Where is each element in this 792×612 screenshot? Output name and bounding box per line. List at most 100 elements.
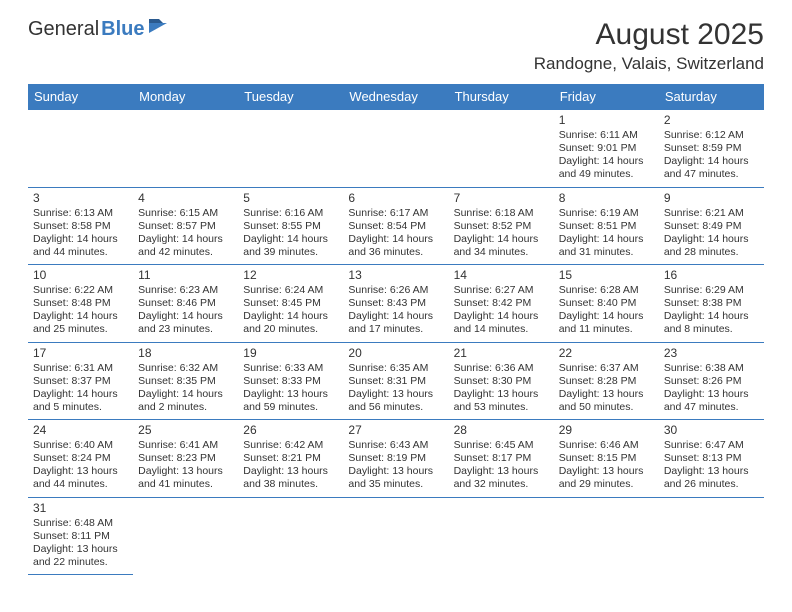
- day-info-line: Sunset: 8:55 PM: [243, 220, 338, 233]
- day-number: 27: [348, 423, 443, 438]
- day-number: 28: [454, 423, 549, 438]
- day-number: 21: [454, 346, 549, 361]
- calendar-cell: 14Sunrise: 6:27 AMSunset: 8:42 PMDayligh…: [449, 265, 554, 343]
- day-info-line: Daylight: 14 hours: [559, 155, 654, 168]
- day-number: 29: [559, 423, 654, 438]
- day-info-line: Daylight: 14 hours: [33, 233, 128, 246]
- calendar-cell: 24Sunrise: 6:40 AMSunset: 8:24 PMDayligh…: [28, 420, 133, 498]
- calendar-cell: [343, 497, 448, 575]
- calendar-cell: 7Sunrise: 6:18 AMSunset: 8:52 PMDaylight…: [449, 187, 554, 265]
- calendar-cell: 27Sunrise: 6:43 AMSunset: 8:19 PMDayligh…: [343, 420, 448, 498]
- day-number: 20: [348, 346, 443, 361]
- day-info-line: and 50 minutes.: [559, 401, 654, 414]
- day-number: 13: [348, 268, 443, 283]
- calendar-cell: [659, 497, 764, 575]
- day-info-line: Sunset: 8:46 PM: [138, 297, 233, 310]
- day-info-line: Sunrise: 6:18 AM: [454, 207, 549, 220]
- day-info-line: Daylight: 13 hours: [348, 388, 443, 401]
- day-info-line: Sunset: 8:37 PM: [33, 375, 128, 388]
- calendar-row: 24Sunrise: 6:40 AMSunset: 8:24 PMDayligh…: [28, 420, 764, 498]
- day-info-line: Sunrise: 6:45 AM: [454, 439, 549, 452]
- day-info-line: Sunset: 8:57 PM: [138, 220, 233, 233]
- day-number: 1: [559, 113, 654, 128]
- calendar-cell: 25Sunrise: 6:41 AMSunset: 8:23 PMDayligh…: [133, 420, 238, 498]
- calendar-cell: 10Sunrise: 6:22 AMSunset: 8:48 PMDayligh…: [28, 265, 133, 343]
- calendar-cell: 12Sunrise: 6:24 AMSunset: 8:45 PMDayligh…: [238, 265, 343, 343]
- page-root: GeneralBlue August 2025 Randogne, Valais…: [0, 0, 792, 593]
- day-info-line: and 29 minutes.: [559, 478, 654, 491]
- day-info-line: Sunset: 8:30 PM: [454, 375, 549, 388]
- day-number: 5: [243, 191, 338, 206]
- day-number: 30: [664, 423, 759, 438]
- day-info-line: Sunset: 8:23 PM: [138, 452, 233, 465]
- day-info-line: and 28 minutes.: [664, 246, 759, 259]
- day-info-line: and 44 minutes.: [33, 246, 128, 259]
- calendar-cell: [449, 497, 554, 575]
- day-number: 6: [348, 191, 443, 206]
- calendar-cell: 30Sunrise: 6:47 AMSunset: 8:13 PMDayligh…: [659, 420, 764, 498]
- day-info-line: and 47 minutes.: [664, 401, 759, 414]
- day-info-line: Daylight: 14 hours: [243, 233, 338, 246]
- day-info-line: Sunrise: 6:36 AM: [454, 362, 549, 375]
- day-info-line: and 5 minutes.: [33, 401, 128, 414]
- day-number: 24: [33, 423, 128, 438]
- day-info-line: Daylight: 14 hours: [33, 388, 128, 401]
- day-info-line: Sunrise: 6:37 AM: [559, 362, 654, 375]
- day-info-line: and 44 minutes.: [33, 478, 128, 491]
- day-info-line: Sunset: 9:01 PM: [559, 142, 654, 155]
- calendar-cell: 26Sunrise: 6:42 AMSunset: 8:21 PMDayligh…: [238, 420, 343, 498]
- day-info-line: Sunrise: 6:19 AM: [559, 207, 654, 220]
- day-info-line: and 49 minutes.: [559, 168, 654, 181]
- day-info-line: and 17 minutes.: [348, 323, 443, 336]
- day-number: 11: [138, 268, 233, 283]
- day-info-line: Sunrise: 6:27 AM: [454, 284, 549, 297]
- day-info-line: Daylight: 13 hours: [33, 543, 128, 556]
- calendar-cell: [133, 497, 238, 575]
- day-number: 19: [243, 346, 338, 361]
- day-info-line: Sunset: 8:17 PM: [454, 452, 549, 465]
- calendar-table: SundayMondayTuesdayWednesdayThursdayFrid…: [28, 84, 764, 575]
- day-info-line: Daylight: 14 hours: [348, 233, 443, 246]
- day-info-line: Sunset: 8:26 PM: [664, 375, 759, 388]
- day-info-line: Sunset: 8:49 PM: [664, 220, 759, 233]
- day-info-line: and 20 minutes.: [243, 323, 338, 336]
- day-info-line: Sunset: 8:33 PM: [243, 375, 338, 388]
- day-info-line: Sunset: 8:40 PM: [559, 297, 654, 310]
- day-number: 2: [664, 113, 759, 128]
- calendar-cell: 28Sunrise: 6:45 AMSunset: 8:17 PMDayligh…: [449, 420, 554, 498]
- day-info-line: Daylight: 14 hours: [664, 310, 759, 323]
- day-info-line: Sunrise: 6:15 AM: [138, 207, 233, 220]
- day-info-line: Daylight: 14 hours: [243, 310, 338, 323]
- day-info-line: and 23 minutes.: [138, 323, 233, 336]
- day-number: 17: [33, 346, 128, 361]
- calendar-cell: 18Sunrise: 6:32 AMSunset: 8:35 PMDayligh…: [133, 342, 238, 420]
- calendar-cell: 9Sunrise: 6:21 AMSunset: 8:49 PMDaylight…: [659, 187, 764, 265]
- calendar-cell: 6Sunrise: 6:17 AMSunset: 8:54 PMDaylight…: [343, 187, 448, 265]
- day-info-line: and 14 minutes.: [454, 323, 549, 336]
- day-info-line: Sunrise: 6:42 AM: [243, 439, 338, 452]
- calendar-cell: [449, 110, 554, 188]
- day-info-line: Daylight: 13 hours: [454, 465, 549, 478]
- day-number: 3: [33, 191, 128, 206]
- day-info-line: Daylight: 13 hours: [454, 388, 549, 401]
- day-info-line: Sunrise: 6:43 AM: [348, 439, 443, 452]
- day-info-line: Sunrise: 6:16 AM: [243, 207, 338, 220]
- day-info-line: and 22 minutes.: [33, 556, 128, 569]
- day-info-line: and 26 minutes.: [664, 478, 759, 491]
- day-number: 16: [664, 268, 759, 283]
- day-info-line: and 8 minutes.: [664, 323, 759, 336]
- calendar-cell: 17Sunrise: 6:31 AMSunset: 8:37 PMDayligh…: [28, 342, 133, 420]
- day-info-line: Sunrise: 6:47 AM: [664, 439, 759, 452]
- calendar-cell: 15Sunrise: 6:28 AMSunset: 8:40 PMDayligh…: [554, 265, 659, 343]
- day-info-line: Sunrise: 6:46 AM: [559, 439, 654, 452]
- day-info-line: and 47 minutes.: [664, 168, 759, 181]
- day-info-line: Sunrise: 6:11 AM: [559, 129, 654, 142]
- calendar-cell: [554, 497, 659, 575]
- day-number: 10: [33, 268, 128, 283]
- day-info-line: Sunrise: 6:41 AM: [138, 439, 233, 452]
- day-info-line: Sunset: 8:58 PM: [33, 220, 128, 233]
- weekday-header: Tuesday: [238, 84, 343, 110]
- day-info-line: Sunrise: 6:12 AM: [664, 129, 759, 142]
- day-info-line: Daylight: 14 hours: [138, 388, 233, 401]
- day-info-line: Daylight: 14 hours: [138, 310, 233, 323]
